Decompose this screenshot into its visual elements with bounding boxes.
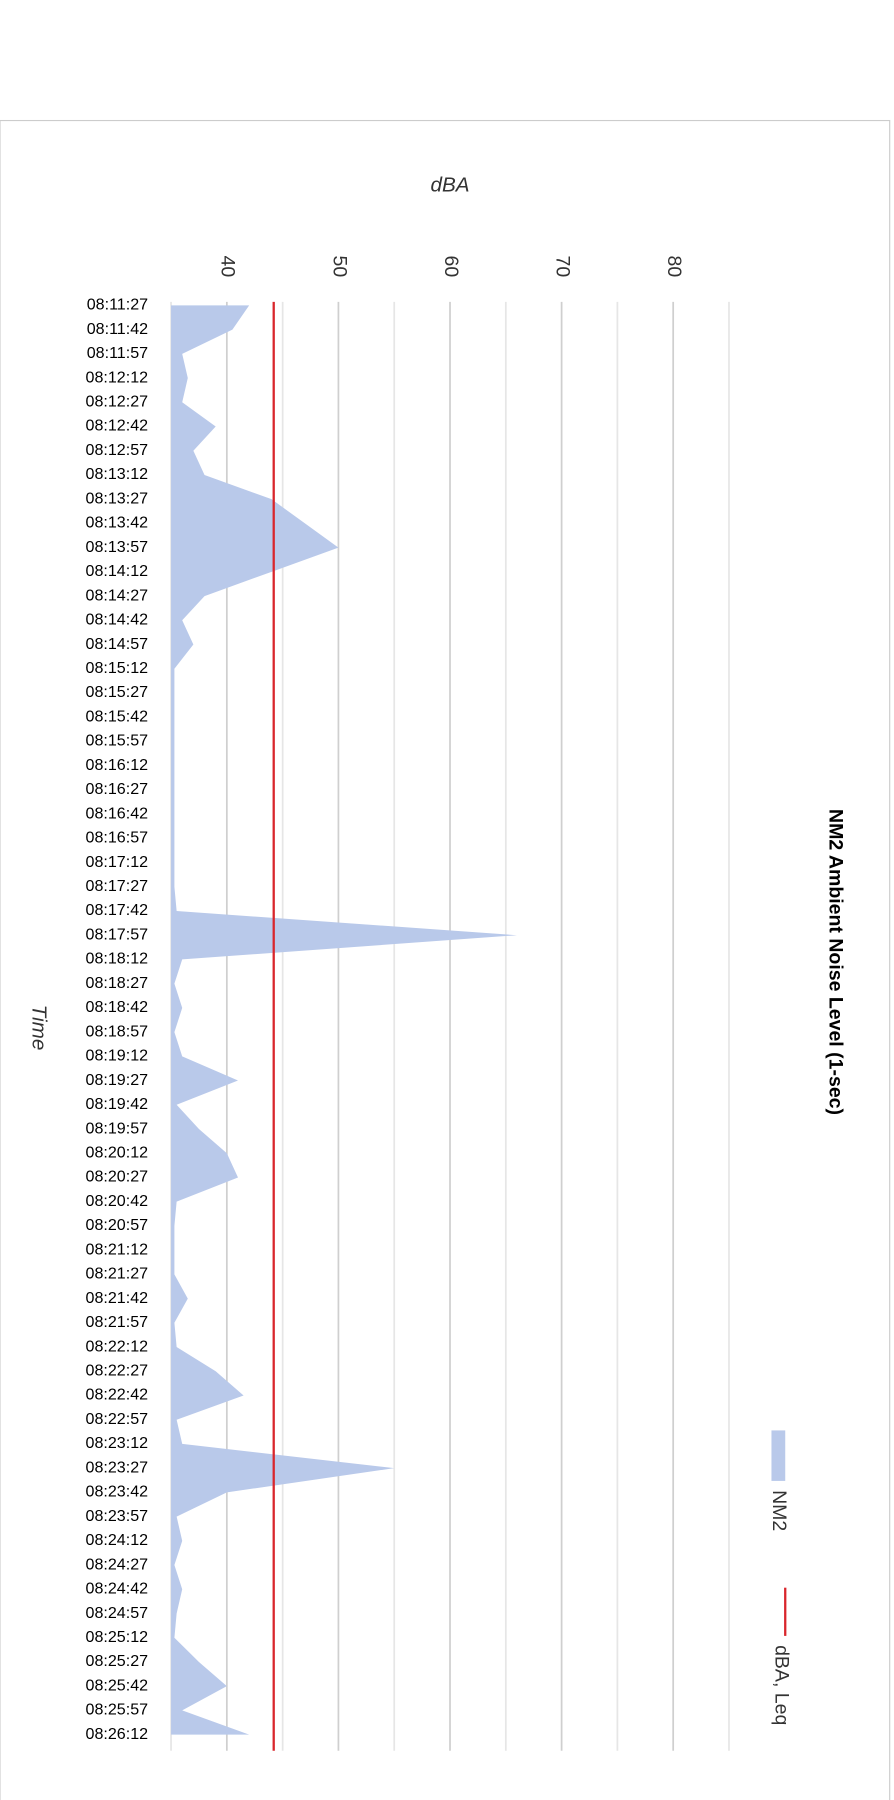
- category-tick-label: 08:19:42: [86, 1095, 149, 1113]
- chart-body: dBA Time NM2 Ambient Noise Level (1-sec)…: [0, 119, 891, 1800]
- category-tick-label: 08:20:12: [86, 1143, 149, 1161]
- category-tick-label: 08:18:57: [86, 1022, 149, 1040]
- category-tick-label: 08:23:42: [86, 1483, 149, 1501]
- category-tick-label: 08:21:57: [86, 1313, 149, 1331]
- legend-label: dBA, Leq: [770, 1645, 792, 1725]
- category-tick-label: 08:14:12: [86, 562, 149, 580]
- category-tick-label: 08:15:12: [86, 659, 149, 677]
- value-tick-label: 50: [328, 255, 350, 277]
- category-tick-label: 08:18:12: [86, 950, 149, 968]
- category-tick-label: 08:25:12: [86, 1628, 149, 1646]
- category-tick-label: 08:19:57: [86, 1119, 149, 1137]
- category-tick-label: 08:24:57: [86, 1604, 149, 1622]
- category-tick-label: 08:11:42: [87, 320, 148, 338]
- category-tick-label: 08:24:12: [86, 1531, 149, 1549]
- value-tick-label: 80: [663, 255, 685, 277]
- category-tick-label: 08:25:57: [86, 1701, 149, 1719]
- category-tick-label: 08:17:27: [86, 877, 149, 895]
- area: [171, 305, 517, 1735]
- category-tick-label: 08:23:12: [86, 1434, 149, 1452]
- value-tick-label: 40: [217, 255, 239, 277]
- category-tick-label: 08:22:27: [86, 1362, 149, 1380]
- category-tick-label: 08:20:42: [86, 1192, 149, 1210]
- category-tick-label: 08:23:57: [86, 1507, 149, 1525]
- category-tick-label: 08:12:12: [86, 368, 149, 386]
- category-tick-label: 08:21:27: [86, 1265, 149, 1283]
- chart-frame: [0, 119, 891, 1800]
- category-tick-label: 08:15:27: [86, 683, 149, 701]
- category-tick-label: 08:13:57: [86, 538, 149, 556]
- category-tick-label: 08:17:42: [86, 901, 149, 919]
- category-tick-label: 08:13:42: [86, 514, 149, 532]
- category-tick-label: 08:16:12: [86, 756, 149, 774]
- category-tick-label: 08:12:27: [86, 393, 149, 411]
- value-axis-label: dBA: [430, 173, 469, 196]
- category-tick-label: 08:13:27: [86, 489, 149, 507]
- category-tick-label: 08:25:42: [86, 1676, 149, 1694]
- legend-label: NM2: [768, 1490, 790, 1531]
- value-tick-label: 60: [440, 255, 462, 277]
- category-tick-label: 08:21:12: [86, 1240, 149, 1258]
- category-tick-label: 08:21:42: [86, 1289, 149, 1307]
- category-tick-label: 08:22:42: [86, 1386, 149, 1404]
- category-tick-label: 08:11:27: [87, 296, 148, 314]
- category-tick-label: 08:24:27: [86, 1555, 149, 1573]
- category-tick-label: 08:15:42: [86, 707, 149, 725]
- category-tick-label: 08:12:57: [86, 441, 149, 459]
- category-tick-label: 08:19:27: [86, 1071, 149, 1089]
- legend-swatch: [771, 1430, 786, 1481]
- category-tick-label: 08:16:57: [86, 829, 149, 847]
- category-tick-label: 08:22:57: [86, 1410, 149, 1428]
- category-tick-label: 08:18:42: [86, 998, 149, 1016]
- category-tick-label: 08:15:57: [86, 732, 149, 750]
- category-tick-label: 08:24:42: [86, 1580, 149, 1598]
- category-tick-label: 08:18:27: [86, 974, 149, 992]
- category-tick-label: 08:22:12: [86, 1337, 149, 1355]
- category-tick-label: 08:26:12: [86, 1725, 149, 1743]
- category-tick-label: 08:25:27: [86, 1652, 149, 1670]
- category-tick-label: 08:16:42: [86, 804, 149, 822]
- category-tick-label: 08:17:57: [86, 925, 149, 943]
- chart-title: NM2 Ambient Noise Level (1-sec): [824, 809, 846, 1115]
- value-tick-label: 70: [551, 255, 573, 277]
- category-axis-label: Time: [27, 1005, 50, 1051]
- category-tick-label: 08:16:27: [86, 780, 149, 798]
- category-tick-label: 08:12:42: [86, 417, 149, 435]
- category-tick-label: 08:20:27: [86, 1168, 149, 1186]
- category-tick-label: 08:14:42: [86, 611, 149, 629]
- category-tick-label: 08:14:57: [86, 635, 149, 653]
- category-tick-label: 08:13:12: [86, 465, 149, 483]
- category-tick-label: 08:11:57: [87, 344, 148, 362]
- category-tick-label: 08:14:27: [86, 586, 149, 604]
- category-tick-label: 08:23:27: [86, 1458, 149, 1476]
- category-tick-label: 08:17:12: [86, 853, 149, 871]
- category-tick-label: 08:19:12: [86, 1047, 149, 1065]
- category-tick-label: 08:20:57: [86, 1216, 149, 1234]
